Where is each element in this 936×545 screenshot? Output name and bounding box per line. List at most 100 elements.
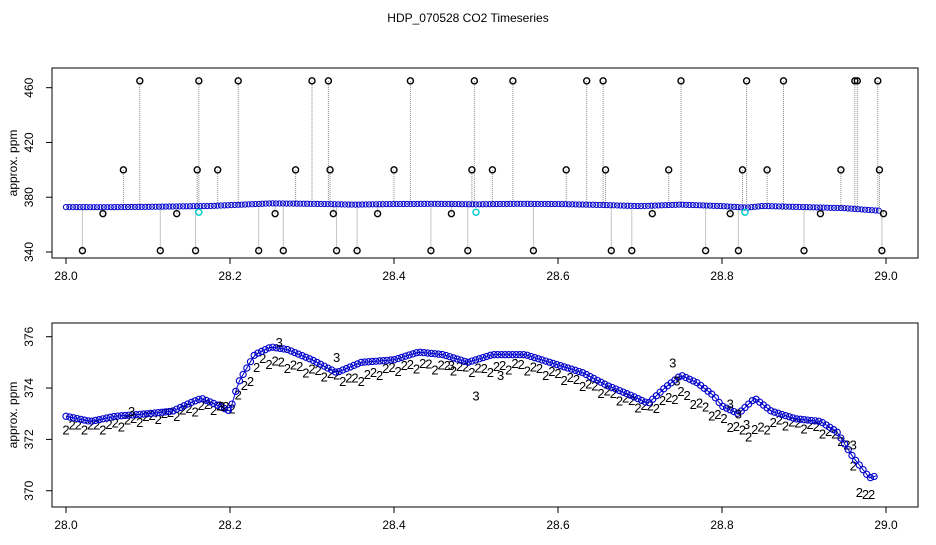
data-point xyxy=(114,204,121,211)
data-point xyxy=(224,202,231,209)
series-o-marker xyxy=(494,351,502,359)
series-o-marker xyxy=(132,410,140,419)
series-o-marker xyxy=(106,413,114,421)
series-o-marker xyxy=(165,407,173,416)
outlier-point xyxy=(529,246,538,255)
series-o-marker xyxy=(453,355,461,363)
data-point xyxy=(248,201,256,208)
series-2-marker: 2 xyxy=(714,407,721,422)
data-point xyxy=(266,200,273,207)
outlier-point xyxy=(119,166,128,174)
data-point xyxy=(631,202,638,210)
data-point xyxy=(166,203,173,210)
data-point xyxy=(293,200,300,207)
series-o-marker xyxy=(866,473,875,482)
data-point xyxy=(579,201,586,208)
series-2-marker: 2 xyxy=(548,364,555,379)
series-o-marker xyxy=(619,388,627,396)
series-2-marker: 2 xyxy=(118,419,125,434)
series-o-marker xyxy=(719,402,727,411)
outlier-point xyxy=(779,77,788,85)
series-o-marker xyxy=(708,390,716,398)
series-2-marker: 2 xyxy=(487,365,494,380)
series-2-marker: 2 xyxy=(628,393,635,408)
series-2-marker: 2 xyxy=(345,370,352,385)
series-o-marker xyxy=(840,440,849,448)
y-tick-label: 374 xyxy=(22,378,36,398)
data-point xyxy=(149,203,156,210)
series-o-marker xyxy=(198,395,207,403)
series-o-marker xyxy=(549,359,557,368)
data-point xyxy=(624,202,631,209)
data-point xyxy=(441,200,448,208)
series-o-marker xyxy=(608,383,616,392)
data-point xyxy=(448,200,455,208)
series-o-marker xyxy=(870,472,878,481)
data-point xyxy=(93,204,101,211)
data-point xyxy=(610,202,617,209)
series-o-marker xyxy=(309,356,317,365)
outlier-point xyxy=(837,166,845,174)
series-2-marker: 2 xyxy=(407,357,414,372)
series-2-marker: 2 xyxy=(444,358,451,373)
data-point xyxy=(334,201,342,208)
series-o-marker xyxy=(268,343,277,351)
series-o-marker xyxy=(597,378,605,386)
series-o-marker xyxy=(405,351,413,359)
series-2-marker: 2 xyxy=(776,412,783,427)
data-point xyxy=(824,204,831,211)
x-tick-label: 28.6 xyxy=(546,269,570,283)
series-2-marker: 2 xyxy=(751,422,758,437)
series-o-marker xyxy=(176,403,185,412)
series-o-marker xyxy=(409,350,417,358)
data-point xyxy=(858,206,865,213)
series-2-marker: 2 xyxy=(554,366,561,381)
outlier-point xyxy=(464,246,472,255)
series-o-marker xyxy=(457,356,465,364)
outlier-point xyxy=(195,77,203,85)
series-2-marker: 2 xyxy=(450,364,457,379)
series-o-marker xyxy=(626,391,635,399)
series-o-marker xyxy=(844,446,852,454)
data-point xyxy=(62,203,70,211)
series-2-marker: 2 xyxy=(536,361,543,376)
data-point xyxy=(97,204,104,211)
series-o-marker xyxy=(195,395,203,403)
series-o-marker xyxy=(575,367,583,376)
series-o-marker xyxy=(582,370,590,379)
series-o-marker xyxy=(475,355,483,363)
anomaly-point xyxy=(472,208,480,216)
data-point xyxy=(214,202,221,209)
data-point xyxy=(586,201,593,208)
series-o-marker xyxy=(778,410,786,419)
series-2-marker: 2 xyxy=(511,356,518,371)
data-point xyxy=(665,201,672,209)
data-point xyxy=(417,200,424,207)
data-point xyxy=(868,207,875,214)
data-point xyxy=(355,201,362,208)
series-o-marker xyxy=(99,415,107,423)
data-point xyxy=(145,203,152,210)
series-3-marker: 3 xyxy=(743,417,750,432)
data-point xyxy=(431,200,438,207)
data-point xyxy=(452,200,459,208)
series-2-marker: 2 xyxy=(75,417,82,432)
data-point xyxy=(803,204,810,211)
series-o-marker xyxy=(77,415,85,424)
series-o-marker xyxy=(490,351,498,359)
series-o-marker xyxy=(634,394,642,403)
x-tick-label: 28.0 xyxy=(54,518,78,532)
data-point xyxy=(379,201,386,208)
data-point xyxy=(365,201,373,208)
data-point xyxy=(620,202,628,209)
data-point xyxy=(255,200,262,208)
series-o-marker xyxy=(364,358,373,366)
data-point xyxy=(383,201,390,208)
series-o-marker xyxy=(556,362,565,370)
series-2-marker: 2 xyxy=(604,383,611,398)
series-2-marker: 2 xyxy=(290,357,297,372)
data-point xyxy=(200,203,207,210)
series-2-marker: 2 xyxy=(462,360,469,375)
series-o-marker xyxy=(807,416,816,425)
